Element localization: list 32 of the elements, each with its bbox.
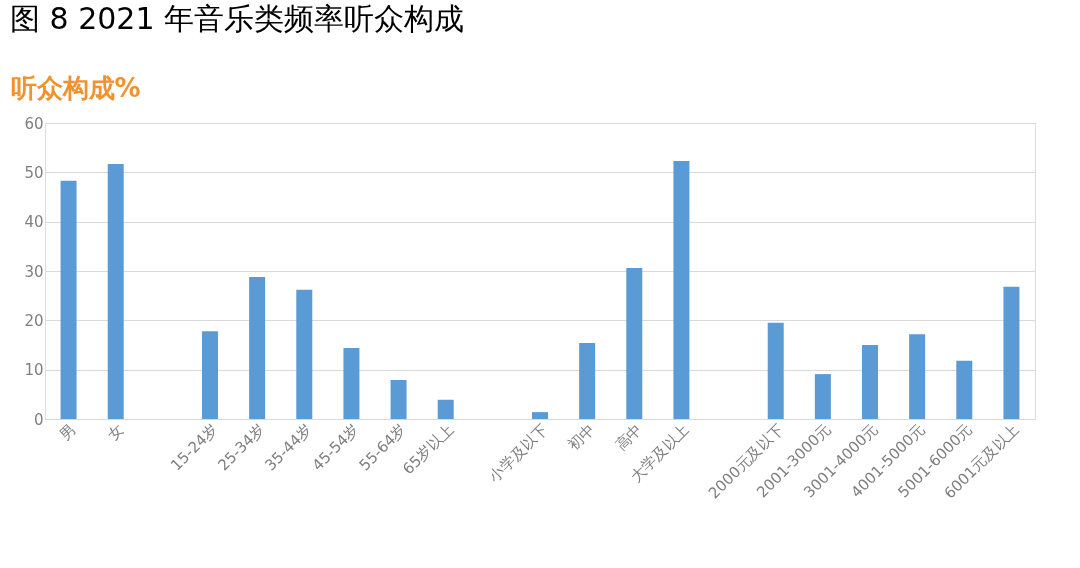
- y-tick-label: 60: [24, 114, 44, 133]
- bar: [909, 334, 926, 419]
- y-tick-label: 10: [24, 361, 44, 380]
- bar: [814, 374, 831, 419]
- y-axis-title: 听众构成%: [10, 72, 141, 103]
- x-tick-label: 小学及以下: [485, 420, 552, 486]
- bar: [107, 163, 124, 419]
- bar: [296, 289, 313, 419]
- x-tick-label: 女: [103, 420, 128, 444]
- bar: [956, 360, 973, 419]
- x-tick-label: 初中: [564, 420, 599, 455]
- bar: [390, 380, 407, 419]
- bar: [343, 347, 360, 419]
- bar: [626, 268, 643, 419]
- chart-title: 图 8 2021 年音乐类频率听众构成: [10, 1, 465, 36]
- bar: [60, 180, 77, 419]
- bar: [579, 343, 596, 419]
- bar: [532, 412, 548, 419]
- x-tick-label: 男: [56, 420, 80, 444]
- y-tick-label: 0: [33, 410, 44, 429]
- y-tick-label: 50: [24, 163, 44, 182]
- bar: [249, 276, 266, 419]
- bar: [767, 322, 784, 419]
- y-tick-label: 20: [24, 311, 44, 330]
- x-tick-label: 高中: [611, 420, 646, 455]
- bar: [202, 331, 218, 419]
- bar: [862, 345, 878, 419]
- bar: [437, 399, 454, 419]
- bar: [673, 160, 690, 419]
- y-tick-label: 30: [24, 262, 44, 281]
- bar: [1003, 286, 1020, 419]
- y-tick-label: 40: [24, 213, 44, 232]
